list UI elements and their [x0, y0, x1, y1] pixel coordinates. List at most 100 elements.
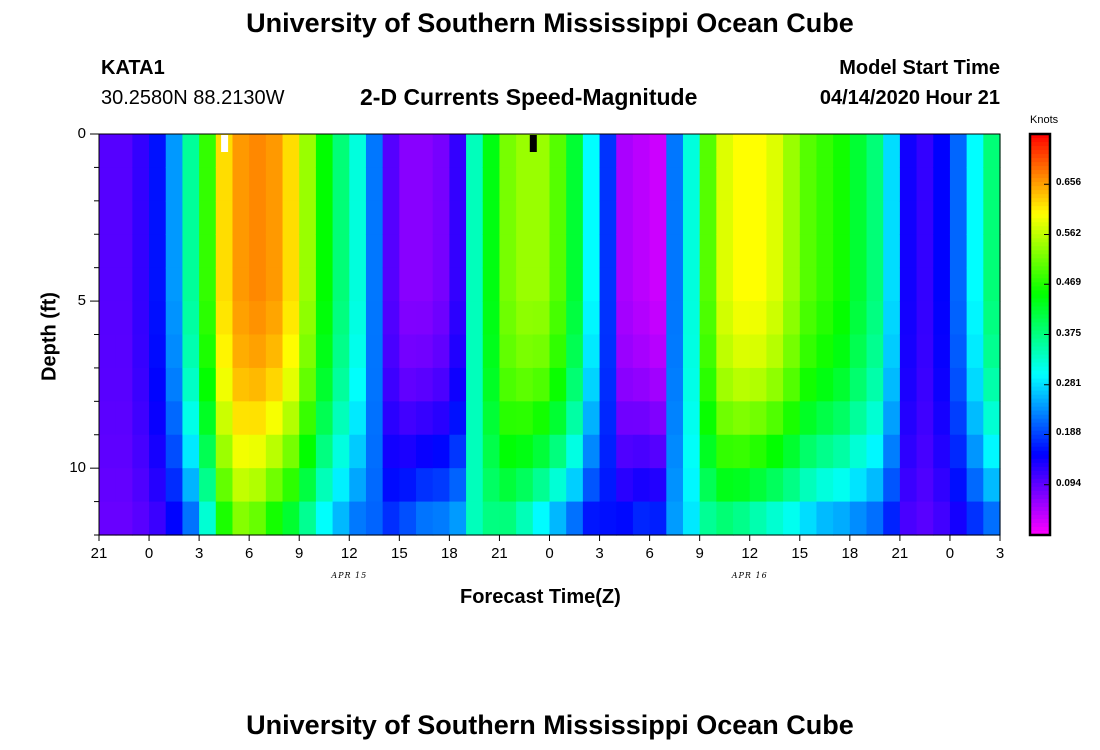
heatmap-cell — [716, 434, 734, 469]
heatmap-cell — [766, 401, 784, 436]
x-tick-label: 9 — [695, 545, 704, 562]
heatmap-cell — [849, 234, 868, 269]
heatmap-cell — [582, 301, 601, 336]
heatmap-cell — [733, 134, 751, 169]
heatmap-cell — [716, 134, 734, 169]
heatmap-cell — [432, 134, 450, 169]
heatmap-cell — [432, 401, 450, 436]
heatmap-cell — [382, 234, 400, 269]
heatmap-cell — [466, 501, 484, 536]
colorbar-swatch — [1030, 286, 1050, 291]
heatmap-cell — [666, 167, 684, 202]
heatmap-cell — [416, 234, 434, 269]
heatmap-cell — [866, 434, 884, 469]
heatmap-cell — [299, 301, 317, 336]
heatmap-cell — [232, 134, 250, 169]
station-coordinates: 30.2580N 88.2130W — [101, 87, 285, 109]
heatmap-cell — [416, 267, 434, 302]
heatmap-cell — [816, 267, 834, 302]
heatmap-cell — [816, 234, 834, 269]
heatmap-cell — [666, 434, 684, 469]
heatmap-cell — [716, 501, 734, 536]
heatmap-cell — [99, 468, 117, 503]
colorbar-swatch — [1030, 526, 1050, 532]
heatmap-cell — [315, 367, 334, 402]
heatmap-cell — [783, 200, 801, 235]
heatmap-cell — [249, 200, 267, 235]
y-tick-label: 5 — [77, 292, 86, 310]
heatmap-cell — [115, 167, 133, 202]
colorbar-swatch — [1030, 202, 1050, 207]
heatmap-cell — [899, 167, 918, 202]
heatmap-cell — [766, 501, 784, 536]
heatmap-cell — [833, 468, 851, 503]
heatmap-cell — [149, 468, 167, 503]
heatmap-cell — [883, 134, 901, 169]
time-markers — [221, 135, 537, 152]
heatmap-cell — [199, 200, 217, 235]
heatmap-cell — [599, 367, 617, 402]
heatmap-cell — [299, 167, 317, 202]
heatmap-cell — [682, 267, 701, 302]
heatmap-cell — [432, 267, 450, 302]
heatmap-cell — [966, 367, 984, 402]
heatmap-cell — [165, 301, 184, 336]
colorbar-swatch — [1030, 486, 1050, 492]
colorbar-swatch — [1030, 498, 1050, 504]
heatmap-cell — [182, 200, 200, 235]
heatmap-cell — [282, 468, 300, 503]
heatmap-cell — [215, 167, 234, 202]
heatmap-cell — [449, 501, 467, 536]
x-tick-label: 18 — [441, 545, 458, 562]
heatmap-cell — [249, 334, 267, 369]
colorbar-swatch — [1030, 426, 1050, 432]
heatmap-cell — [682, 401, 701, 436]
heatmap-cell — [232, 434, 250, 469]
heatmap-cell — [466, 301, 484, 336]
heatmap-cell — [349, 367, 367, 402]
heatmap-cell — [165, 434, 184, 469]
heatmap-cell — [816, 167, 834, 202]
heatmap-cell — [299, 200, 317, 235]
heatmap-cell — [165, 200, 184, 235]
heatmap-cell — [983, 134, 1001, 169]
heatmap-cell — [899, 468, 918, 503]
heatmap-cell — [699, 134, 717, 169]
heatmap-cell — [883, 401, 901, 436]
x-tick-label: 3 — [194, 545, 204, 562]
heatmap-cell — [399, 501, 417, 536]
heatmap-cell — [549, 234, 567, 269]
colorbar-swatch — [1030, 458, 1050, 464]
heatmap-cell — [833, 301, 851, 336]
heatmap-cell — [983, 234, 1001, 269]
heatmap-cell — [716, 367, 734, 402]
heatmap-cell — [315, 267, 334, 302]
heatmap-cell — [132, 434, 150, 469]
heatmap-cell — [432, 434, 450, 469]
heatmap-cell — [332, 134, 350, 169]
heatmap-cell — [299, 267, 317, 302]
heatmap-cell — [599, 468, 617, 503]
heatmap-cell — [399, 401, 417, 436]
heatmap-cell — [766, 267, 784, 302]
heatmap-cell — [349, 134, 367, 169]
heatmap-cell — [866, 167, 884, 202]
heatmap-cell — [883, 468, 901, 503]
heatmap-cell — [983, 434, 1001, 469]
heatmap-cell — [99, 167, 117, 202]
heatmap-cell — [883, 200, 901, 235]
heatmap-cell — [265, 134, 284, 169]
heatmap-cell — [749, 200, 768, 235]
heatmap-cell — [616, 167, 634, 202]
heatmap-cell — [833, 134, 851, 169]
heatmap-cell — [382, 434, 400, 469]
heatmap-cell — [449, 234, 467, 269]
heatmap-cell — [432, 334, 450, 369]
heatmap-cell — [315, 334, 334, 369]
heatmap-cell — [265, 501, 284, 536]
heatmap-cell — [616, 468, 634, 503]
heatmap-cell — [682, 200, 701, 235]
heatmap-cell — [232, 334, 250, 369]
heatmap-cell — [249, 167, 267, 202]
heatmap-cell — [532, 434, 551, 469]
